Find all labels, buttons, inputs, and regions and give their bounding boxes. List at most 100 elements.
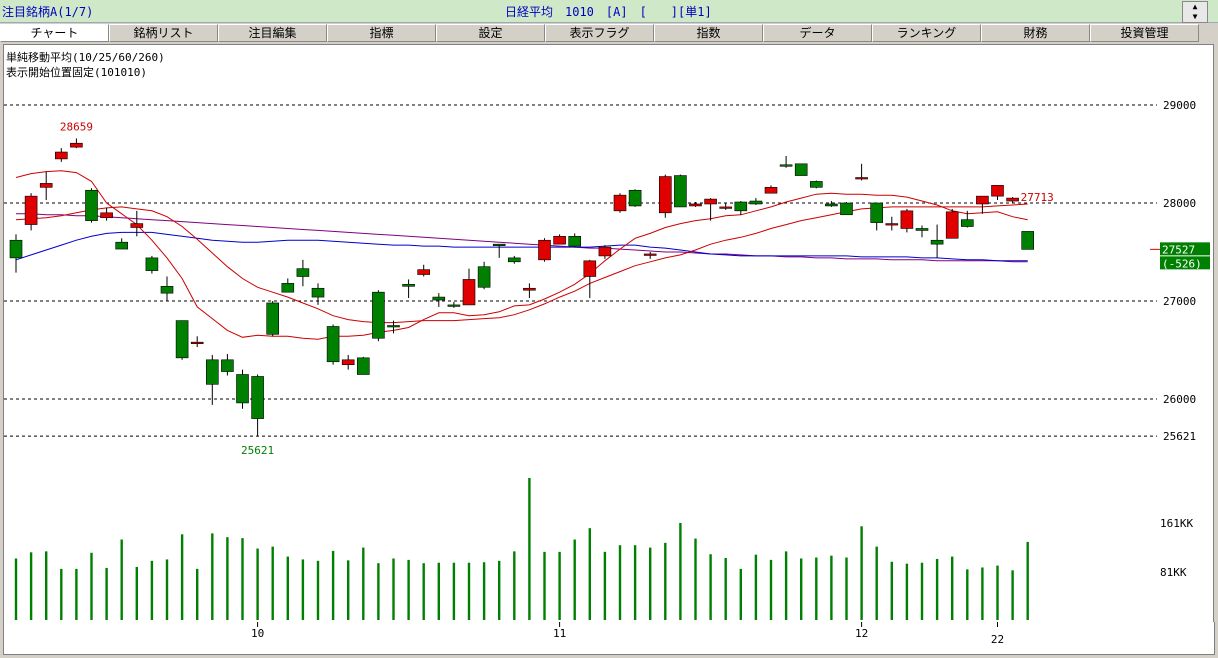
candle-body-61 (930, 239, 944, 245)
tab-6[interactable]: 指数 (654, 24, 763, 42)
volume-bar-5 (90, 552, 93, 620)
candle-body-7 (115, 241, 128, 250)
volume-tick-0: 161KK (1160, 517, 1193, 530)
volume-bar-4 (75, 568, 78, 620)
tab-10[interactable]: 投資管理 (1090, 24, 1199, 42)
candle-body-15 (236, 374, 249, 404)
tab-2[interactable]: 注目編集 (218, 24, 327, 42)
candle-body-4 (70, 142, 83, 148)
volume-bar-59 (905, 563, 909, 620)
volume-bar-0 (14, 558, 18, 620)
tab-3[interactable]: 指標 (327, 24, 436, 42)
volume-bar-65 (996, 565, 999, 620)
candle-body-59 (900, 210, 914, 229)
volume-bar-54 (830, 555, 833, 620)
volume-bar-52 (800, 558, 803, 620)
tab-8[interactable]: ランキング (872, 24, 981, 42)
tab-0[interactable]: チャート (0, 24, 109, 42)
volume-bar-23 (362, 547, 365, 620)
tab-9[interactable]: 財務 (981, 24, 1090, 42)
volume-bar-62 (951, 556, 954, 620)
volume-bar-34 (528, 478, 531, 620)
tab-1[interactable]: 銘柄リスト (109, 24, 218, 42)
price-tick-27000: 27000 (1163, 295, 1196, 308)
volume-bar-17 (271, 546, 274, 620)
volume-bar-6 (105, 567, 108, 620)
candle-body-29 (447, 304, 461, 307)
candle-body-46 (704, 198, 717, 205)
volume-bar-37 (573, 539, 576, 620)
candle-body-64 (976, 195, 989, 205)
tab-5[interactable]: 表示フラグ (545, 24, 654, 42)
volume-bar-63 (966, 569, 969, 620)
volume-bar-40 (618, 545, 622, 620)
candle-body-37 (568, 236, 582, 247)
candle-body-34 (523, 287, 536, 291)
volume-bar-30 (467, 562, 471, 620)
candle-body-13 (206, 359, 219, 385)
candle-body-9 (145, 257, 159, 271)
candle-body-8 (130, 223, 144, 228)
price-tick-25621: 25621 (1163, 430, 1196, 443)
arrow-up-icon[interactable]: ▲ (1192, 2, 1198, 11)
title-bar: 注目銘柄A(1/7) 日経平均 1010 [A] [ ]​[単1] ▲ ▼ (0, 0, 1218, 23)
candle-body-36 (553, 236, 566, 245)
ma-260-line (16, 213, 1028, 263)
volume-bar-57 (875, 546, 878, 620)
volume-bar-45 (694, 538, 697, 620)
volume-bar-38 (588, 528, 591, 620)
volume-bar-15 (241, 538, 244, 620)
candle-body-12 (190, 341, 204, 344)
annotation-0: 28659 (60, 120, 93, 133)
volume-bar-18 (286, 556, 289, 620)
price-change-label: (-526) (1162, 257, 1202, 270)
candle-body-19 (296, 268, 310, 277)
volume-bar-50 (769, 559, 773, 620)
volume-bar-55 (845, 557, 848, 620)
watchlist-title: 注目銘柄A(1/7) (2, 5, 94, 19)
candle-body-45 (689, 203, 702, 207)
candle-body-11 (175, 320, 189, 359)
candle-body-67 (1021, 231, 1035, 250)
annotation-2: 27713 (1021, 191, 1054, 204)
ma-60-line (15, 231, 1028, 262)
tab-4[interactable]: 設定 (436, 24, 545, 42)
candle-body-65 (991, 185, 1004, 197)
candle-body-14 (221, 359, 234, 372)
price-tick-26000: 26000 (1163, 393, 1196, 406)
candle-body-17 (266, 302, 280, 335)
volume-bar-8 (135, 566, 138, 620)
tab-7[interactable]: データ (763, 24, 872, 42)
candle-body-62 (945, 211, 959, 239)
volume-bar-3 (60, 568, 63, 620)
volume-bar-44 (679, 522, 682, 620)
volume-bar-1 (29, 552, 33, 620)
candle-body-51 (779, 164, 793, 167)
volume-bar-60 (920, 562, 924, 620)
arrow-down-icon[interactable]: ▼ (1192, 12, 1198, 21)
current-price-box (1160, 242, 1210, 256)
candle-body-48 (734, 201, 748, 212)
candle-body-53 (809, 181, 823, 188)
volume-bar-26 (407, 559, 410, 620)
volume-tick-1: 81KK (1160, 566, 1187, 579)
candle-body-27 (417, 269, 431, 275)
volume-bar-11 (180, 534, 184, 620)
ma-10-line (15, 170, 1028, 340)
candle-body-35 (538, 239, 551, 261)
volume-bar-33 (513, 551, 516, 620)
scroll-control[interactable]: ▲ ▼ (1182, 1, 1208, 23)
volume-bar-58 (890, 561, 893, 620)
x-label-12: 12 (855, 627, 868, 640)
candle-body-55 (840, 202, 853, 216)
candle-body-39 (598, 246, 612, 257)
volume-bar-46 (709, 554, 712, 620)
volume-bar-66 (1011, 570, 1014, 620)
candle-body-40 (613, 194, 627, 212)
candle-body-38 (583, 260, 597, 277)
candle-body-60 (915, 228, 929, 231)
annotation-1: 25621 (241, 444, 274, 457)
date-axis-panel (3, 622, 1215, 655)
volume-bar-21 (331, 550, 335, 620)
candle-body-58 (885, 223, 899, 226)
